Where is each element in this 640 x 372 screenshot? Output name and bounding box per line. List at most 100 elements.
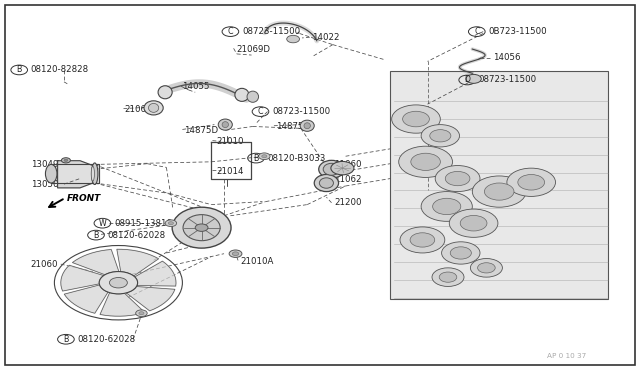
Circle shape [331,161,354,175]
FancyBboxPatch shape [390,71,608,299]
Circle shape [484,183,514,200]
Circle shape [392,105,440,133]
Polygon shape [58,161,93,188]
Text: AP 0 10 37: AP 0 10 37 [547,353,586,359]
Text: D: D [464,76,470,84]
Text: B: B [253,154,259,163]
Text: 0B723-11500: 0B723-11500 [488,27,547,36]
Ellipse shape [235,89,249,102]
Polygon shape [51,164,99,183]
Text: 21014: 21014 [216,167,244,176]
Circle shape [518,174,545,190]
Circle shape [99,272,138,294]
Text: 14875E: 14875E [276,122,310,131]
Text: 11060: 11060 [334,160,362,169]
Text: C: C [258,107,263,116]
Ellipse shape [172,207,231,248]
Ellipse shape [319,160,344,178]
Text: 11062: 11062 [334,175,362,184]
Polygon shape [135,261,176,286]
Text: 21060: 21060 [31,260,58,269]
Text: 21200: 21200 [334,198,362,207]
Circle shape [109,278,127,288]
Circle shape [445,171,470,186]
Text: 08120-62028: 08120-62028 [77,335,136,344]
Circle shape [165,220,177,227]
Circle shape [232,252,239,256]
Circle shape [410,233,435,247]
Circle shape [411,153,440,170]
Circle shape [433,198,461,215]
Circle shape [136,310,147,317]
Text: B: B [63,335,68,344]
Circle shape [507,168,556,196]
Text: 08723-11500: 08723-11500 [242,27,300,36]
Circle shape [61,158,70,163]
Circle shape [439,272,457,282]
Text: C: C [228,27,233,36]
Circle shape [195,224,208,231]
Ellipse shape [148,103,159,112]
Ellipse shape [45,164,57,183]
Text: 13049: 13049 [31,160,58,169]
Polygon shape [61,265,104,291]
Circle shape [466,74,481,83]
Circle shape [287,35,300,43]
Text: 08723-11500: 08723-11500 [479,76,537,84]
Text: 08723-11500: 08723-11500 [272,107,330,116]
Circle shape [432,268,464,286]
Circle shape [400,227,445,253]
Circle shape [403,111,429,127]
Polygon shape [126,286,175,311]
Ellipse shape [144,101,163,115]
Text: 08120-B3033: 08120-B3033 [268,154,326,163]
Text: 21010: 21010 [216,137,244,146]
Text: 14022: 14022 [312,33,340,42]
Circle shape [477,263,495,273]
Ellipse shape [300,120,314,131]
Circle shape [64,159,68,161]
Ellipse shape [158,86,172,99]
Text: 21069D: 21069D [237,45,271,54]
Text: 14056: 14056 [493,53,520,62]
Text: 08120-62028: 08120-62028 [108,231,166,240]
Text: 21069D: 21069D [125,105,159,114]
Circle shape [451,247,471,259]
Text: 14875D: 14875D [184,126,218,135]
Ellipse shape [319,178,333,188]
Circle shape [449,209,498,237]
Polygon shape [100,293,145,316]
Circle shape [430,130,451,142]
Ellipse shape [247,91,259,102]
Circle shape [399,146,452,177]
Ellipse shape [304,123,310,129]
Circle shape [470,259,502,277]
Circle shape [472,176,526,207]
Polygon shape [64,285,108,313]
Text: 08120-82828: 08120-82828 [31,65,89,74]
Circle shape [460,215,487,231]
Text: 08915-13810: 08915-13810 [114,219,172,228]
Text: 14055: 14055 [182,82,210,91]
Circle shape [421,125,460,147]
Circle shape [262,155,267,158]
Text: FRONT: FRONT [67,194,102,203]
Ellipse shape [222,122,228,128]
Ellipse shape [323,163,340,175]
Text: 21010A: 21010A [240,257,273,266]
Polygon shape [117,249,159,276]
Text: B: B [93,231,99,240]
Ellipse shape [314,174,339,192]
Circle shape [229,250,242,257]
Text: 13050: 13050 [31,180,58,189]
Ellipse shape [218,119,232,130]
Circle shape [168,222,173,225]
Polygon shape [72,250,119,275]
Text: B: B [17,65,22,74]
Ellipse shape [92,163,98,185]
Ellipse shape [183,215,220,241]
Circle shape [435,166,480,192]
Text: C: C [474,27,479,36]
Ellipse shape [91,166,95,181]
Text: W: W [99,219,106,228]
